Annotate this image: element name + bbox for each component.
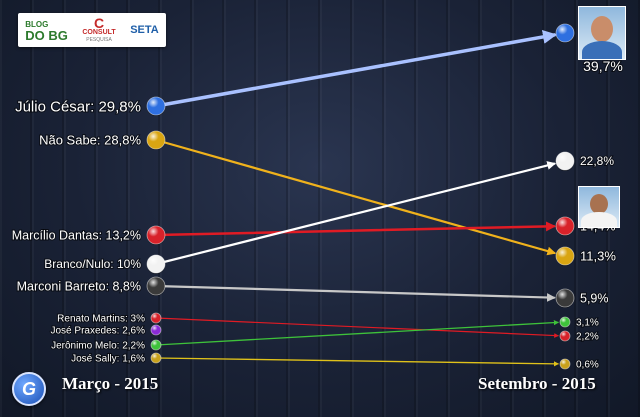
left-label-jose-sally: José Sally: 1,6% <box>71 354 145 365</box>
marker-left-branco-nulo <box>146 254 166 274</box>
marker-left-julio-cesar <box>146 96 166 116</box>
marker-left-jeronimo-melo <box>150 339 162 351</box>
g-badge-letter: G <box>21 378 36 399</box>
left-label-julio-cesar: Júlio César: 29,8% <box>15 98 141 115</box>
left-label-nao-sabe: Não Sabe: 28,8% <box>39 133 141 148</box>
marker-right-jose-sally <box>559 358 571 370</box>
marker-left-marconi-barreto <box>146 276 166 296</box>
left-label-marcilio-dantas: Marcílio Dantas: 13,2% <box>12 228 141 242</box>
series-line-marcilio-dantas <box>154 221 557 237</box>
consult-logo-sub: PESQUISA <box>86 37 112 43</box>
blog-do-bg-logo: BLOG DO BG <box>25 19 68 43</box>
g-badge-icon: G <box>12 372 46 406</box>
consult-logo: C CONSULT PESQUISA <box>82 15 116 43</box>
marker-right-renato-martins <box>559 330 571 342</box>
series-line-branco-nulo <box>154 161 557 266</box>
marker-left-nao-sabe <box>146 130 166 150</box>
blog-logo-bottom: DO BG <box>25 28 68 43</box>
series-line-jose-sally <box>155 357 560 367</box>
marcilio-dantas-photo <box>578 186 620 228</box>
marker-left-marcilio-dantas <box>146 225 166 245</box>
marker-right-marconi-barreto <box>555 288 575 308</box>
series-line-nao-sabe <box>154 138 557 256</box>
consult-logo-name: CONSULT <box>82 29 116 36</box>
right-label-julio-cesar: 39,7% <box>583 58 623 74</box>
sponsor-logos: BLOG DO BG C CONSULT PESQUISA SETA <box>18 13 166 47</box>
marker-left-renato-martins <box>150 312 162 324</box>
right-label-renato-martins: 2,2% <box>576 332 599 343</box>
blog-logo-top: BLOG <box>25 20 49 29</box>
series-markers <box>146 23 575 370</box>
right-period-label: Setembro - 2015 <box>478 374 596 393</box>
series-line-jeronimo-melo <box>155 320 560 346</box>
series-lines <box>154 30 560 367</box>
left-label-branco-nulo: Branco/Nulo: 10% <box>44 257 141 271</box>
right-label-jeronimo-melo: 3,1% <box>576 318 599 329</box>
marker-left-jose-praxedes <box>150 324 162 336</box>
series-labels: Júlio César: 29,8% 39,7% Não Sabe: 28,8% 11… <box>11 57 624 372</box>
seta-logo: SETA <box>130 24 159 36</box>
left-label-jose-praxedes: José Praxedes: 2,6% <box>51 326 146 337</box>
left-label-renato-martins: Renato Martins: 3% <box>57 314 145 325</box>
left-label-jeronimo-melo: Jerônimo Melo: 2,2% <box>51 341 145 352</box>
marker-right-marcilio-dantas <box>555 216 575 236</box>
consult-c-icon: C <box>93 15 105 31</box>
right-label-branco-nulo: 22,8% <box>580 154 614 168</box>
left-period-label: Março - 2015 <box>62 374 159 393</box>
julio-cesar-photo <box>578 6 626 60</box>
marker-right-branco-nulo <box>555 151 575 171</box>
series-line-renato-martins <box>155 317 559 338</box>
left-label-marconi-barreto: Marconi Barreto: 8,8% <box>17 279 141 293</box>
series-line-marconi-barreto <box>154 284 556 302</box>
marker-right-jeronimo-melo <box>559 316 571 328</box>
right-label-nao-sabe: 11,3% <box>580 249 616 264</box>
right-label-jose-sally: 0,6% <box>576 360 599 371</box>
right-label-marconi-barreto: 5,9% <box>580 291 609 305</box>
marker-right-julio-cesar <box>555 23 575 43</box>
marker-right-nao-sabe <box>555 246 575 266</box>
marker-left-jose-sally <box>150 352 162 364</box>
series-line-julio-cesar <box>154 30 557 108</box>
